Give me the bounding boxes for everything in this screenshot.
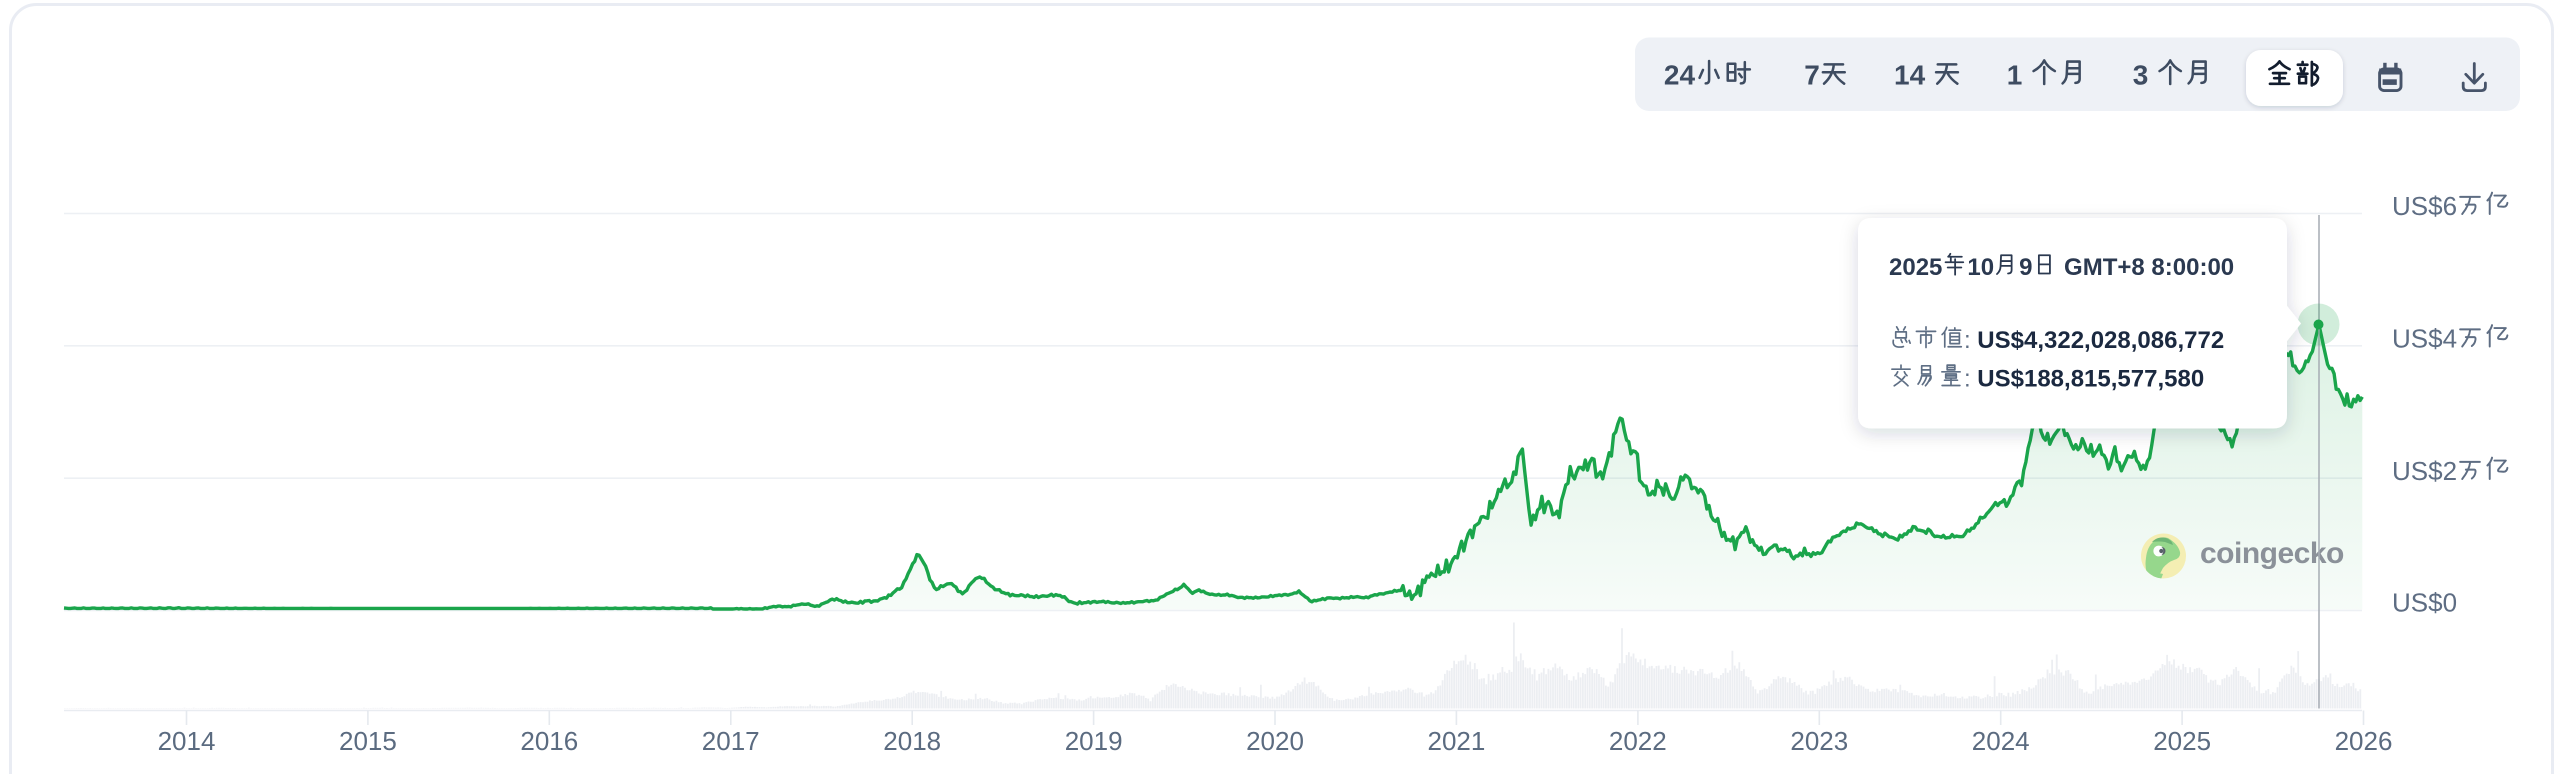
svg-text:US$2: US$2	[2392, 456, 2457, 486]
svg-text:US$4,322,028,086,772: US$4,322,028,086,772	[1977, 327, 2224, 354]
svg-text:10: 10	[1967, 254, 1994, 281]
svg-text:2014: 2014	[158, 726, 216, 756]
svg-text:1: 1	[2007, 60, 2030, 91]
svg-text:2024: 2024	[1972, 726, 2030, 756]
svg-text:2016: 2016	[520, 726, 578, 756]
svg-text:7: 7	[1804, 60, 1820, 91]
svg-text:2017: 2017	[702, 726, 760, 756]
svg-text:US$188,815,577,580: US$188,815,577,580	[1977, 366, 2204, 393]
svg-text:2022: 2022	[1609, 726, 1667, 756]
svg-text:2019: 2019	[1065, 726, 1123, 756]
svg-text:US$6: US$6	[2392, 191, 2457, 221]
svg-text:US$4: US$4	[2392, 324, 2457, 354]
svg-text:2025: 2025	[1889, 254, 1942, 281]
svg-text:2015: 2015	[339, 726, 397, 756]
svg-text:2023: 2023	[1790, 726, 1848, 756]
svg-text:coingecko: coingecko	[2200, 537, 2344, 570]
svg-text::: :	[1964, 366, 1977, 393]
svg-text::: :	[1964, 327, 1977, 354]
svg-text:24: 24	[1664, 60, 1696, 91]
svg-text:2026: 2026	[2335, 726, 2393, 756]
svg-text:2025: 2025	[2153, 726, 2211, 756]
svg-text:3: 3	[2133, 60, 2156, 91]
svg-text:2021: 2021	[1428, 726, 1486, 756]
svg-text:US$0: US$0	[2392, 588, 2457, 618]
svg-text:9: 9	[2019, 254, 2032, 281]
svg-text:GMT+8 8:00:00: GMT+8 8:00:00	[2057, 254, 2234, 281]
svg-text:2018: 2018	[883, 726, 941, 756]
svg-text:2020: 2020	[1246, 726, 1304, 756]
svg-text:14: 14	[1894, 60, 1933, 91]
